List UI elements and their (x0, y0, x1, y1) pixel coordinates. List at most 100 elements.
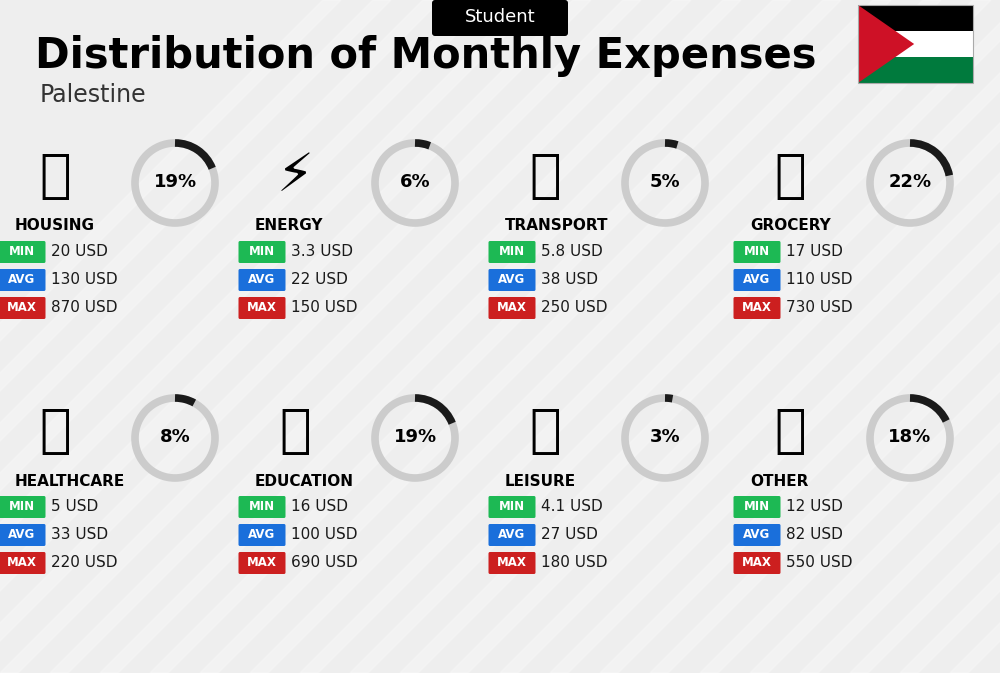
Text: 20 USD: 20 USD (51, 244, 108, 259)
FancyBboxPatch shape (734, 496, 780, 518)
Text: 220 USD: 220 USD (51, 555, 118, 570)
FancyBboxPatch shape (0, 496, 46, 518)
Text: 💓: 💓 (39, 405, 71, 457)
Text: MIN: MIN (249, 500, 275, 513)
Text: 6%: 6% (400, 173, 430, 191)
Text: AVG: AVG (8, 528, 36, 541)
Text: 180 USD: 180 USD (541, 555, 608, 570)
Text: AVG: AVG (498, 273, 526, 286)
FancyBboxPatch shape (239, 524, 286, 546)
Text: AVG: AVG (743, 273, 771, 286)
Text: MAX: MAX (497, 301, 527, 314)
FancyBboxPatch shape (734, 241, 780, 263)
Text: 8%: 8% (160, 428, 190, 446)
FancyBboxPatch shape (0, 297, 46, 319)
FancyBboxPatch shape (0, 524, 46, 546)
Text: GROCERY: GROCERY (750, 219, 831, 234)
Text: 19%: 19% (153, 173, 197, 191)
Text: 33 USD: 33 USD (51, 527, 108, 542)
Text: MIN: MIN (499, 245, 525, 258)
Text: MIN: MIN (249, 245, 275, 258)
Text: 5%: 5% (650, 173, 680, 191)
Text: TRANSPORT: TRANSPORT (505, 219, 608, 234)
FancyBboxPatch shape (488, 496, 536, 518)
Text: 🚌: 🚌 (529, 150, 561, 202)
Text: 16 USD: 16 USD (291, 499, 348, 514)
Text: HOUSING: HOUSING (15, 219, 95, 234)
Text: 250 USD: 250 USD (541, 300, 608, 315)
Text: 4.1 USD: 4.1 USD (541, 499, 603, 514)
FancyBboxPatch shape (488, 524, 536, 546)
FancyBboxPatch shape (488, 269, 536, 291)
Text: 82 USD: 82 USD (786, 527, 843, 542)
Bar (858, 57, 973, 83)
Text: 550 USD: 550 USD (786, 555, 852, 570)
Text: ENERGY: ENERGY (255, 219, 324, 234)
Text: 22%: 22% (888, 173, 932, 191)
Text: 🎓: 🎓 (279, 405, 311, 457)
Text: MIN: MIN (9, 245, 35, 258)
FancyBboxPatch shape (239, 496, 286, 518)
Text: 100 USD: 100 USD (291, 527, 358, 542)
FancyBboxPatch shape (734, 524, 780, 546)
Text: 22 USD: 22 USD (291, 272, 348, 287)
Text: LEISURE: LEISURE (505, 474, 576, 489)
Text: 130 USD: 130 USD (51, 272, 118, 287)
Bar (858, 5, 973, 83)
Text: 27 USD: 27 USD (541, 527, 598, 542)
Text: AVG: AVG (743, 528, 771, 541)
Text: EDUCATION: EDUCATION (255, 474, 354, 489)
Text: ⚡: ⚡ (276, 150, 314, 202)
FancyBboxPatch shape (0, 269, 46, 291)
Text: 870 USD: 870 USD (51, 300, 118, 315)
Text: MAX: MAX (247, 301, 277, 314)
Text: 💰: 💰 (774, 405, 806, 457)
Text: MIN: MIN (744, 245, 770, 258)
Text: 690 USD: 690 USD (291, 555, 358, 570)
FancyBboxPatch shape (488, 297, 536, 319)
Text: OTHER: OTHER (750, 474, 808, 489)
Bar (858, 5, 973, 31)
Text: MAX: MAX (7, 301, 37, 314)
FancyBboxPatch shape (734, 552, 780, 574)
Text: 3.3 USD: 3.3 USD (291, 244, 353, 259)
Text: 5 USD: 5 USD (51, 499, 98, 514)
FancyBboxPatch shape (239, 269, 286, 291)
Bar (858, 31, 973, 57)
FancyBboxPatch shape (0, 241, 46, 263)
Text: 38 USD: 38 USD (541, 272, 598, 287)
FancyBboxPatch shape (734, 297, 780, 319)
Text: AVG: AVG (248, 273, 276, 286)
Text: MAX: MAX (7, 556, 37, 569)
Text: Student: Student (465, 8, 535, 26)
Text: HEALTHCARE: HEALTHCARE (15, 474, 125, 489)
Text: AVG: AVG (248, 528, 276, 541)
Text: 🏢: 🏢 (39, 150, 71, 202)
FancyBboxPatch shape (488, 552, 536, 574)
Polygon shape (858, 5, 914, 83)
Text: MAX: MAX (247, 556, 277, 569)
FancyBboxPatch shape (734, 269, 780, 291)
Text: 19%: 19% (393, 428, 437, 446)
FancyBboxPatch shape (432, 0, 568, 36)
FancyBboxPatch shape (239, 552, 286, 574)
Text: 730 USD: 730 USD (786, 300, 853, 315)
FancyBboxPatch shape (239, 241, 286, 263)
FancyBboxPatch shape (0, 552, 46, 574)
FancyBboxPatch shape (239, 297, 286, 319)
Text: Distribution of Monthly Expenses: Distribution of Monthly Expenses (35, 35, 816, 77)
Text: AVG: AVG (8, 273, 36, 286)
Text: 17 USD: 17 USD (786, 244, 843, 259)
Text: MIN: MIN (9, 500, 35, 513)
Text: 🛒: 🛒 (774, 150, 806, 202)
Text: 12 USD: 12 USD (786, 499, 843, 514)
Text: AVG: AVG (498, 528, 526, 541)
Text: 110 USD: 110 USD (786, 272, 852, 287)
Text: MAX: MAX (742, 556, 772, 569)
Text: MAX: MAX (742, 301, 772, 314)
Text: Palestine: Palestine (40, 83, 147, 107)
Text: 18%: 18% (888, 428, 932, 446)
Text: 150 USD: 150 USD (291, 300, 358, 315)
Text: MIN: MIN (744, 500, 770, 513)
Text: 🛍: 🛍 (529, 405, 561, 457)
